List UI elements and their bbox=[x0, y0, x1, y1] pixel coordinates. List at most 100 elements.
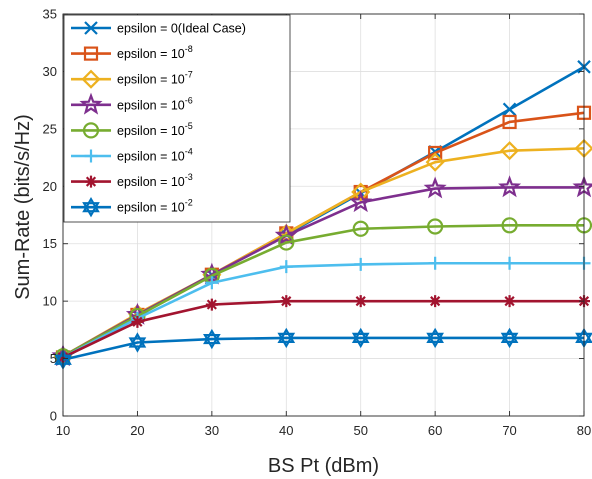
data-point bbox=[429, 295, 442, 308]
marker-hexagram-up bbox=[351, 327, 370, 343]
y-tick-label: 30 bbox=[43, 64, 57, 79]
marker-hexagram-down bbox=[426, 332, 444, 349]
data-point bbox=[353, 184, 368, 200]
x-tick-label: 30 bbox=[205, 423, 219, 438]
y-tick-label: 0 bbox=[50, 409, 57, 424]
data-point bbox=[428, 145, 443, 161]
data-point bbox=[84, 149, 98, 163]
data-point bbox=[85, 175, 97, 188]
marker-square bbox=[83, 46, 99, 61]
data-point bbox=[354, 257, 368, 271]
legend-entry: epsilon = 10-7 bbox=[71, 69, 193, 89]
marker-circle bbox=[427, 218, 444, 235]
data-point bbox=[349, 190, 373, 213]
x-tick-label: 80 bbox=[577, 423, 591, 438]
marker-asterisk bbox=[131, 315, 144, 328]
marker-diamond bbox=[500, 141, 520, 161]
marker-circle bbox=[352, 220, 369, 237]
legend-label: epsilon = 10-2 bbox=[117, 198, 193, 215]
marker-square bbox=[353, 184, 368, 200]
marker-diamond bbox=[425, 152, 445, 172]
marker-plus bbox=[354, 257, 368, 271]
data-point bbox=[503, 295, 516, 308]
data-point bbox=[503, 256, 517, 270]
data-point bbox=[84, 21, 98, 35]
y-tick-label: 5 bbox=[50, 351, 57, 366]
marker-hexagram-up bbox=[426, 327, 444, 343]
marker-x bbox=[84, 21, 98, 35]
legend-label-exponent: -4 bbox=[185, 147, 193, 157]
legend-label-exponent: -7 bbox=[185, 70, 193, 80]
data-point bbox=[502, 114, 517, 130]
marker-pentagram bbox=[423, 176, 447, 199]
legend-label-exponent: -8 bbox=[185, 44, 193, 54]
x-tick-label: 50 bbox=[353, 423, 367, 438]
marker-hexagram-down bbox=[500, 332, 519, 349]
y-tick-label: 25 bbox=[43, 121, 57, 136]
data-point bbox=[128, 332, 147, 353]
marker-hexagram-down bbox=[128, 337, 147, 353]
data-point bbox=[500, 327, 519, 349]
data-point bbox=[427, 218, 444, 235]
data-point bbox=[279, 260, 293, 274]
x-tick-label: 20 bbox=[130, 423, 144, 438]
marker-asterisk bbox=[280, 295, 293, 308]
axes-frame bbox=[62, 13, 585, 417]
y-tick-label: 15 bbox=[43, 236, 57, 251]
marker-hexagram-up bbox=[203, 328, 221, 345]
series-line bbox=[62, 336, 584, 361]
marker-asterisk bbox=[354, 295, 367, 308]
legend: epsilon = 0(Ideal Case) epsilon = 10-8 eps… bbox=[63, 14, 291, 223]
marker-pentagram bbox=[274, 223, 298, 246]
marker-pentagram bbox=[498, 175, 522, 198]
marker-pentagram bbox=[79, 92, 103, 115]
marker-x bbox=[502, 102, 517, 117]
plot-series bbox=[51, 60, 592, 370]
data-point bbox=[82, 122, 100, 139]
data-point bbox=[502, 102, 517, 117]
legend-label-exponent: -6 bbox=[185, 95, 193, 105]
marker-pentagram bbox=[349, 190, 373, 213]
data-point bbox=[203, 328, 221, 350]
marker-square bbox=[502, 114, 517, 130]
marker-circle bbox=[82, 122, 100, 139]
legend-entry: epsilon = 10-8 bbox=[71, 44, 193, 61]
legend-entry: epsilon = 10-2 bbox=[71, 197, 193, 218]
data-point bbox=[352, 220, 369, 237]
y-tick-label: 20 bbox=[43, 179, 57, 194]
data-point bbox=[205, 298, 218, 311]
data-point bbox=[423, 176, 447, 199]
marker-square bbox=[428, 145, 443, 161]
marker-plus bbox=[279, 260, 293, 274]
data-point bbox=[82, 197, 100, 218]
marker-circle bbox=[501, 217, 518, 234]
marker-asterisk bbox=[429, 295, 442, 308]
legend-label: epsilon = 0(Ideal Case) bbox=[117, 22, 246, 36]
marker-asterisk bbox=[85, 175, 97, 188]
data-point bbox=[351, 182, 371, 202]
legend-label: epsilon = 10-8 bbox=[117, 44, 193, 61]
marker-hexagram-down bbox=[351, 332, 370, 349]
x-tick-label: 40 bbox=[279, 423, 293, 438]
marker-asterisk bbox=[205, 298, 218, 311]
legend-label-exponent: -3 bbox=[185, 172, 193, 182]
legend-entry: epsilon = 10-3 bbox=[71, 172, 193, 189]
y-tick-label: 35 bbox=[43, 7, 57, 22]
legend-entry: epsilon = 10-5 bbox=[71, 121, 193, 139]
data-point bbox=[426, 327, 444, 349]
x-axis-title: BS Pt (dBm) bbox=[268, 455, 379, 477]
legend-label: epsilon = 10-7 bbox=[117, 70, 193, 87]
data-point bbox=[500, 141, 520, 161]
data-point bbox=[501, 217, 518, 234]
series-line bbox=[62, 261, 584, 359]
marker-circle bbox=[278, 234, 295, 251]
legend-box bbox=[63, 14, 291, 223]
marker-asterisk bbox=[503, 295, 516, 308]
data-point bbox=[81, 69, 101, 89]
data-point bbox=[498, 175, 522, 198]
data-point bbox=[354, 295, 367, 308]
marker-hexagram-up bbox=[128, 332, 147, 348]
data-point bbox=[131, 315, 144, 328]
legend-label: epsilon = 10-5 bbox=[117, 121, 193, 138]
